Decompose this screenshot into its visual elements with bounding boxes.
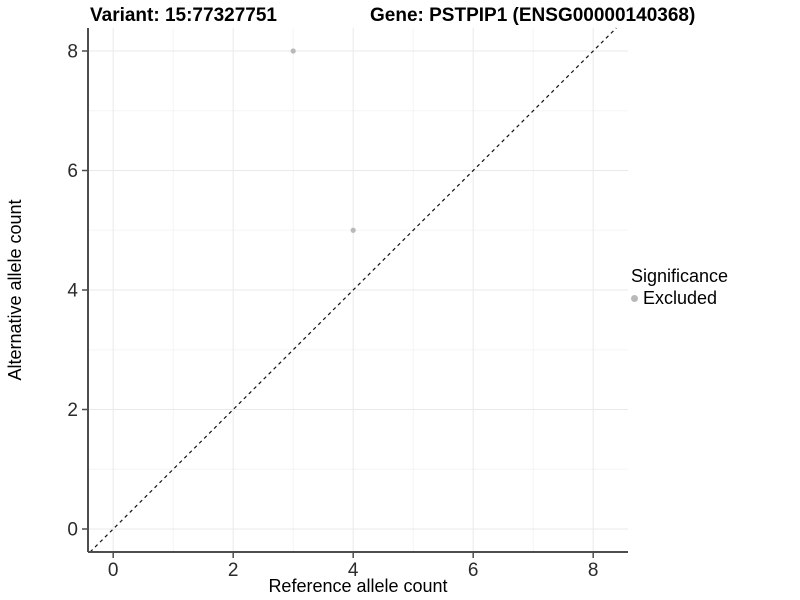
plot-title-gene: Gene: PSTPIP1 (ENSG00000140368)	[370, 5, 696, 26]
y-axis-title: Alternative allele count	[5, 199, 25, 380]
y-tick-label: 8	[67, 42, 78, 63]
legend-point-icon	[631, 294, 638, 302]
plot-title-variant: Variant: 15:77327751	[90, 5, 277, 26]
identity-dashed-line	[89, 27, 617, 553]
x-axis-title: Reference allele count	[268, 576, 447, 596]
legend-item-label: Excluded	[643, 288, 718, 308]
x-tick-label: 8	[588, 560, 599, 581]
x-tick-label: 4	[348, 560, 359, 581]
y-tick-label: 2	[67, 400, 78, 421]
legend: Significance Excluded	[631, 266, 728, 308]
data-point	[290, 48, 296, 54]
x-tick-label: 2	[228, 560, 239, 581]
y-tick-label: 6	[67, 161, 78, 182]
x-tick-label: 0	[108, 560, 119, 581]
y-tick-label: 0	[67, 519, 78, 540]
data-point	[350, 227, 356, 233]
legend-title: Significance	[631, 266, 729, 286]
x-tick-label: 6	[468, 560, 479, 581]
legend-item-excluded: Excluded	[631, 288, 728, 308]
y-tick-label: 4	[67, 281, 78, 302]
